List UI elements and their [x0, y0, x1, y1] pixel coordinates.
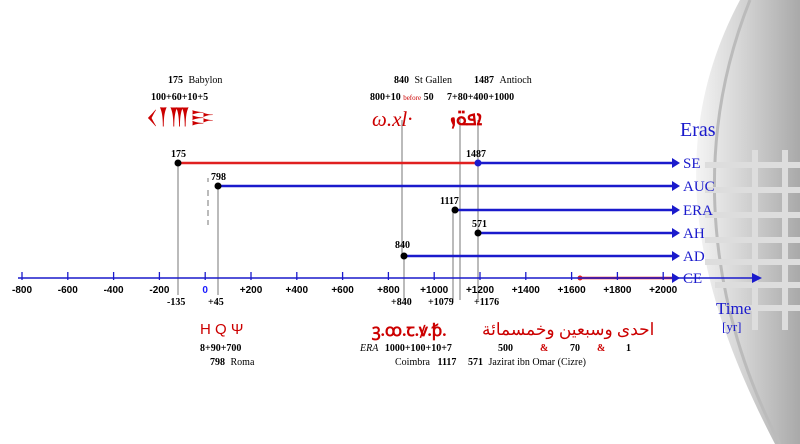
babylon-formula: 100+60+10+5: [151, 92, 208, 103]
svg-text:Coimbra 1117: Coimbra 1117: [395, 357, 456, 368]
antioch-formula: 7+80+400+1000: [447, 92, 514, 103]
axis-tick-label: +1000: [420, 285, 449, 296]
ah-start-label: 571: [472, 219, 487, 230]
axis-tick-label: 0: [202, 285, 208, 296]
babylon-script: 𒌋𒐕𒐗𒄿: [146, 106, 215, 129]
label-plus45: +45: [208, 297, 224, 308]
axis-tick-label: +1200: [466, 285, 495, 296]
axis-tick-label: +2000: [649, 285, 678, 296]
se-start-label: 175: [171, 149, 186, 160]
coimbra-era: ERA: [359, 343, 379, 354]
example-antioch: 1487 Antioch 7+80+400+1000 ܐܦܘ̈ܙ: [447, 75, 532, 130]
svg-text:AUC: AUC: [683, 179, 715, 195]
axis-unit-label: Time: [716, 299, 751, 318]
era-label-ad: AD: [672, 249, 705, 265]
axis-tick-label: +1400: [512, 285, 541, 296]
antioch-place: Antioch: [500, 75, 532, 86]
connector-lines: [177, 118, 479, 300]
roma-year: 798: [210, 357, 225, 368]
label-plus840: +840: [391, 297, 412, 308]
cizre-n2: 70: [570, 343, 580, 354]
svg-text:AH: AH: [683, 226, 705, 242]
era-label-se: SE: [672, 156, 701, 172]
svg-text:175 Babylon: 175 Babylon: [168, 75, 222, 86]
antioch-year: 1487: [474, 75, 494, 86]
stgallen-script: ω.xl·: [372, 107, 412, 131]
axis-tick-label: -200: [149, 285, 169, 296]
svg-text:840 St Gallen: 840 St Gallen: [394, 75, 452, 86]
auc-start-label: 798: [211, 172, 226, 183]
roma-script: H Q Ψ: [200, 321, 243, 338]
label-plus1176: +1176: [474, 297, 499, 308]
ad-start-label: 840: [395, 240, 410, 251]
svg-text:ERA 1000+100+10+7: ERA 1000+100+10+7: [359, 343, 452, 354]
background-instrument-graphic: [696, 0, 800, 444]
axis-tick-label: +200: [240, 285, 263, 296]
era-label-auc: AUC: [672, 179, 715, 195]
axis-arrow-icon: [752, 273, 762, 283]
example-coimbra: ꝫ.ꝏ.ꞇ.ꝟ.ꝥ. ERA 1000+100+10+7 Coimbra 111…: [359, 321, 456, 368]
axis-tick-label: +400: [286, 285, 309, 296]
example-st-gallen: 840 St Gallen 800+10 before 50 ω.xl·: [370, 75, 452, 131]
era-labels: SE AUC ERA AH AD CE: [672, 156, 715, 287]
era-start-label: 1117: [440, 196, 459, 207]
coimbra-place: Coimbra: [395, 357, 431, 368]
era-lines: [178, 161, 672, 281]
era-label-ah: AH: [672, 226, 705, 242]
svg-text:798 Roma: 798 Roma: [210, 357, 255, 368]
time-axis: -800 -600 -400 -200 0 +200 +400 +600 +800 +1000 +1…: [12, 272, 762, 334]
cizre-place: Jazirat ibn Omar (Cizre): [489, 357, 586, 368]
coimbra-script: ꝫ.ꝏ.ꞇ.ꝟ.ꝥ.: [371, 321, 447, 341]
stgallen-formula-sub: before: [403, 94, 421, 102]
example-roma: H Q Ψ 8+90+700 798 Roma: [200, 321, 255, 368]
example-cizre: احدى وسبعين وخمسمائة 500 & 70 & 1 571 Ja…: [468, 320, 654, 368]
stgallen-formula-a: 800+10: [370, 92, 401, 103]
label-plus1079: +1079: [428, 297, 454, 308]
axis-tick-label: +1600: [558, 285, 587, 296]
coimbra-year: 1117: [438, 357, 457, 368]
axis-tick-label: -800: [12, 285, 32, 296]
diagram-title: Eras: [680, 119, 716, 141]
cizre-year: 571: [468, 357, 483, 368]
stgallen-formula-b: 50: [424, 92, 434, 103]
axis-ticks: -800 -600 -400 -200 0 +200 +400 +600 +800 +1000 +1…: [12, 272, 678, 296]
svg-text:SE: SE: [683, 156, 701, 172]
coimbra-formula: 1000+100+10+7: [385, 343, 452, 354]
se-mark-label: 1487: [466, 149, 486, 160]
axis-tick-label: -600: [58, 285, 78, 296]
cizre-n3: 1: [626, 343, 631, 354]
svg-text:CE: CE: [683, 271, 702, 287]
svg-text:800+10 before 50: 800+10 before 50: [370, 92, 434, 103]
roma-place: Roma: [231, 357, 255, 368]
era-start-points: [174, 159, 482, 260]
stgallen-place: St Gallen: [415, 75, 453, 86]
stgallen-year: 840: [394, 75, 409, 86]
svg-text:1487 Antioch: 1487 Antioch: [474, 75, 532, 86]
example-babylon: 175 Babylon 100+60+10+5 𒌋𒐕𒐗𒄿: [146, 75, 222, 129]
axis-tick-label: +1800: [603, 285, 632, 296]
svg-text:571 Jazirat ibn Omar (Ci: 571 Jazirat ibn Omar (Cizre): [468, 357, 586, 368]
label-minus135: -135: [167, 297, 185, 308]
era-label-era: ERA: [672, 203, 713, 219]
axis-tick-label: +800: [377, 285, 400, 296]
babylon-place: Babylon: [189, 75, 223, 86]
cizre-n1: 500: [498, 343, 513, 354]
antioch-script: ܐܦܘ̈ܙ: [450, 108, 483, 130]
babylon-year: 175: [168, 75, 183, 86]
cizre-script: احدى وسبعين وخمسمائة: [482, 320, 654, 340]
svg-text:AD: AD: [683, 249, 705, 265]
axis-unit: [yr]: [722, 319, 742, 334]
cizre-amp2: &: [597, 343, 605, 354]
cizre-amp1: &: [540, 343, 548, 354]
axis-tick-label: -400: [104, 285, 124, 296]
axis-tick-label: +600: [331, 285, 354, 296]
roma-formula: 8+90+700: [200, 343, 241, 354]
svg-text:ERA: ERA: [683, 203, 713, 219]
